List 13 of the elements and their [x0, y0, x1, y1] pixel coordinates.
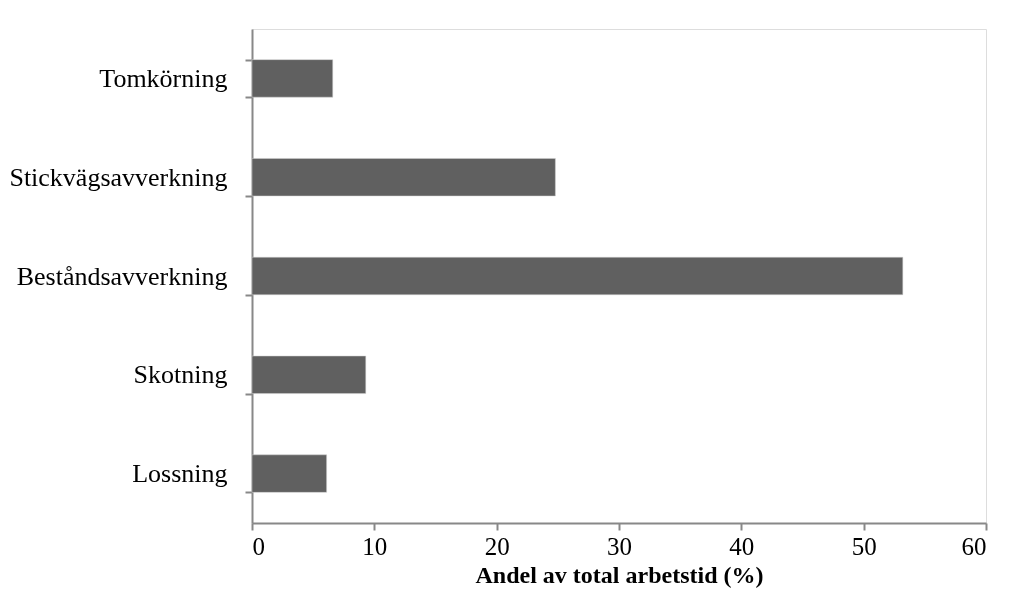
y-tick-label: Tomkörning	[99, 63, 228, 93]
x-axis-title: Andel av total arbetstid (%)	[475, 561, 764, 588]
x-tick-label: 60	[961, 532, 987, 560]
y-tick-label: Lossning	[132, 459, 228, 489]
x-tick-label: 50	[851, 532, 877, 560]
x-tick-label: 40	[729, 532, 755, 560]
x-tick-label: 0	[252, 532, 265, 560]
y-tick-label: Skotning	[133, 360, 228, 390]
y-tick-label: Beståndsavverkning	[16, 261, 228, 291]
x-tick-label: 20	[484, 532, 510, 560]
x-tick-label: 30	[607, 532, 632, 560]
y-tick-label: Stickvägsavverkning	[9, 162, 228, 192]
x-tick-label: 10	[362, 532, 388, 560]
